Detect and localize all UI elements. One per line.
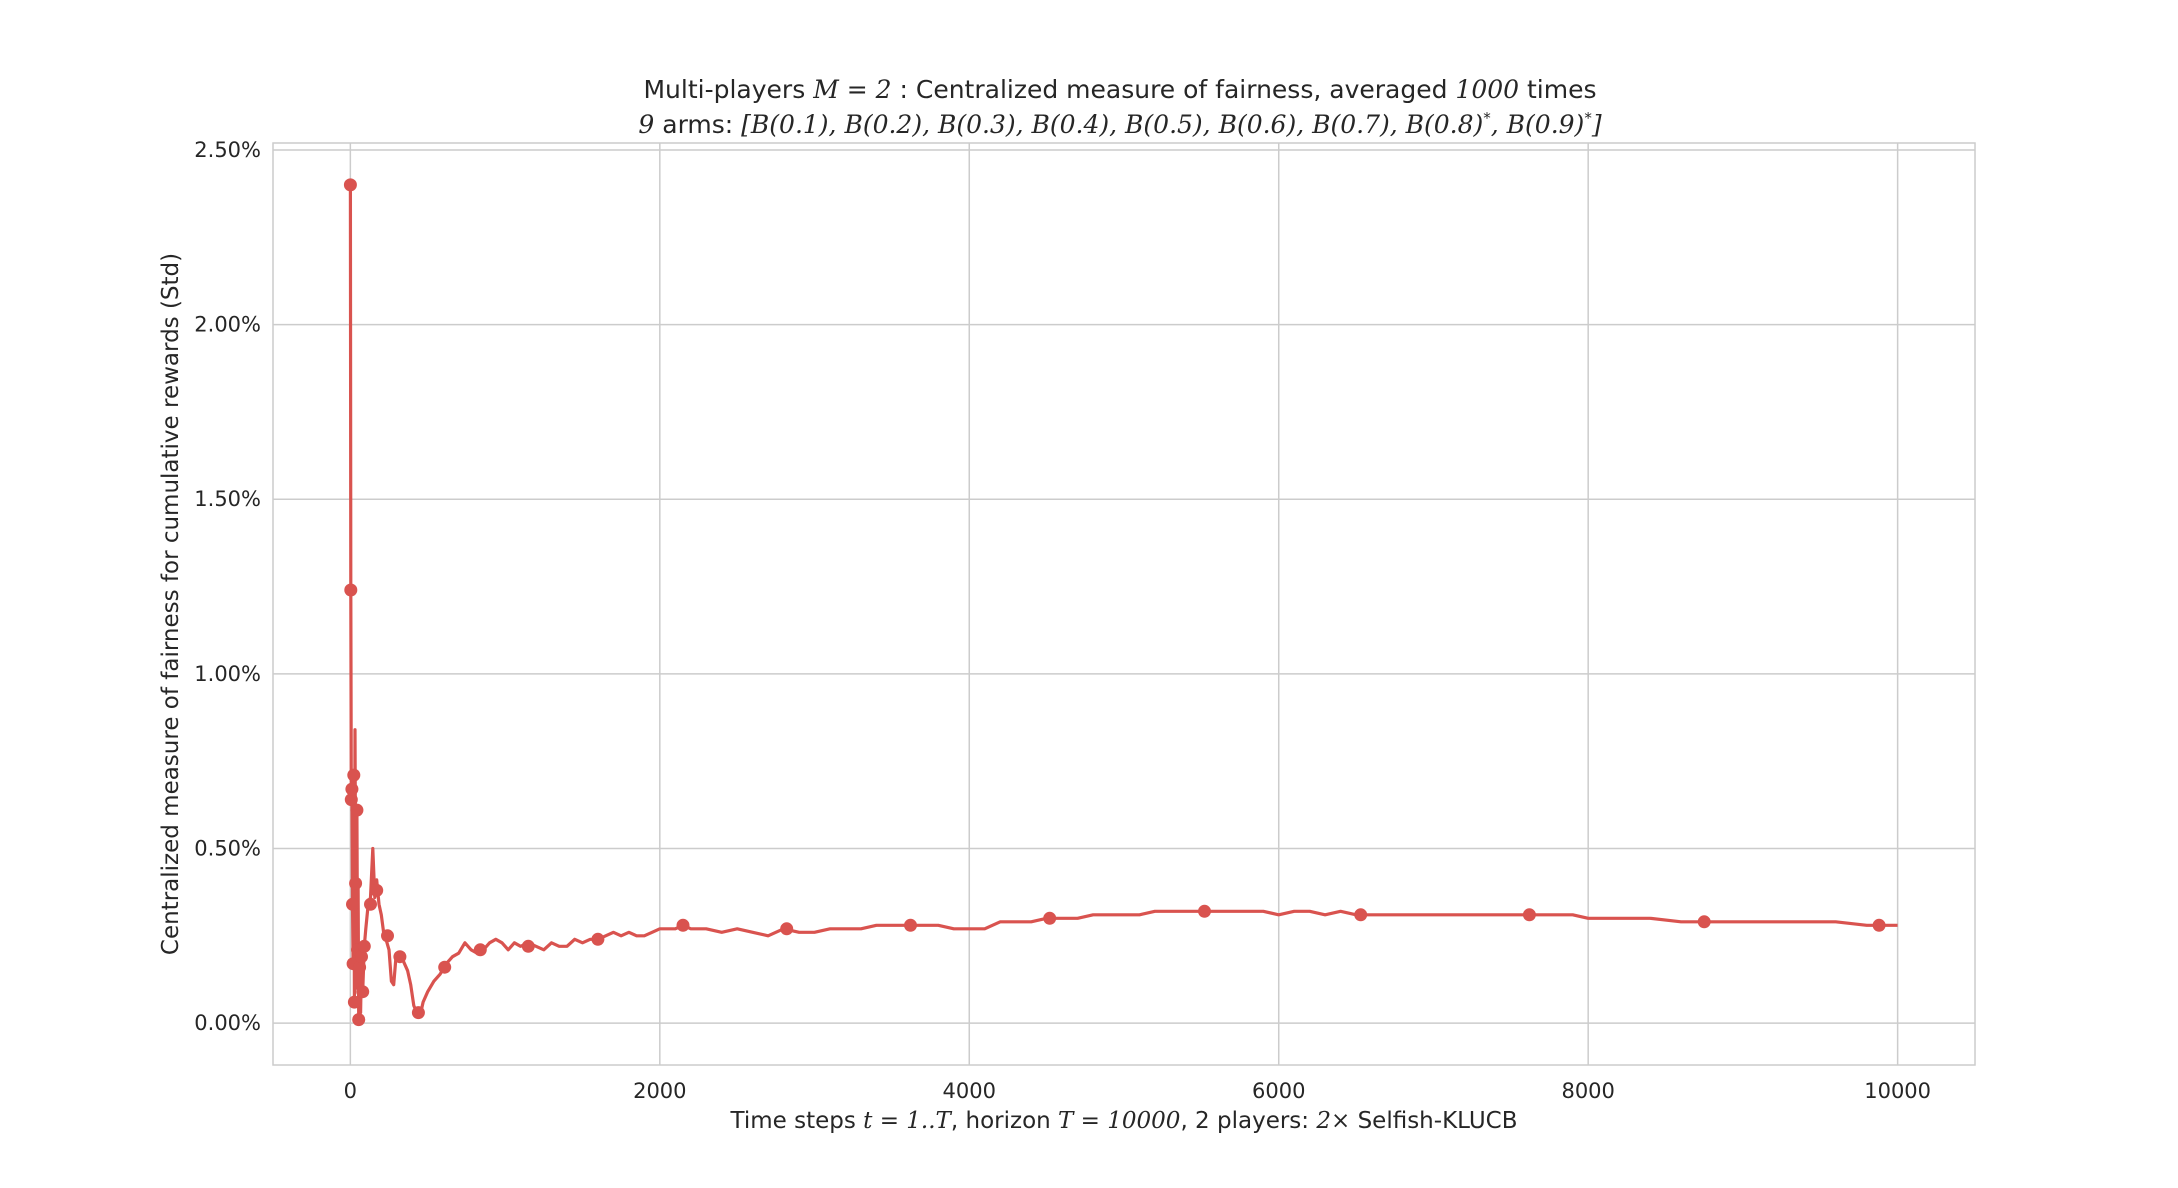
y-tick-label: 1.50% — [194, 487, 261, 511]
data-point — [1522, 908, 1536, 922]
data-point — [1872, 918, 1886, 932]
data-point — [345, 782, 359, 796]
x-axis-label: Time steps t = 1..T, horizon T = 10000, … — [729, 1108, 1517, 1134]
plot-frame — [272, 142, 1976, 1066]
x-tick-label: 2000 — [633, 1079, 686, 1103]
data-point — [381, 929, 394, 943]
data-point — [1198, 904, 1211, 918]
data-point — [355, 950, 368, 964]
x-tick-label: 10000 — [1864, 1079, 1931, 1103]
data-point — [1697, 915, 1711, 929]
x-tick-label: 0 — [344, 1079, 357, 1103]
data-point — [1354, 908, 1368, 922]
grid — [273, 143, 1975, 1065]
y-tick-label: 2.50% — [194, 138, 261, 162]
data-point — [473, 943, 487, 957]
chart-title-line2: 9 arms: [B(0.1), B(0.2), B(0.3), B(0.4),… — [638, 109, 1601, 139]
data-point — [676, 918, 690, 932]
data-point — [344, 583, 358, 597]
x-tick-label: 8000 — [1561, 1079, 1614, 1103]
data-point — [364, 897, 377, 911]
data-point — [347, 768, 361, 782]
data-point — [357, 939, 371, 953]
data-point — [591, 932, 605, 946]
x-tick-label: 6000 — [1252, 1079, 1305, 1103]
data-point — [350, 803, 364, 817]
y-tick-labels: 0.00% 0.50% 1.00% 1.50% 2.00% 2.50% — [194, 138, 261, 1035]
data-point — [344, 793, 358, 807]
series-group — [343, 178, 1898, 1027]
x-tick-label: 4000 — [943, 1079, 996, 1103]
data-point — [347, 995, 361, 1009]
data-point — [343, 178, 357, 192]
data-point — [904, 918, 917, 932]
data-point — [356, 985, 370, 999]
data-point — [521, 939, 535, 953]
data-point — [353, 960, 367, 974]
y-tick-label: 1.00% — [194, 662, 261, 686]
data-point — [411, 1006, 425, 1020]
data-point — [352, 1013, 366, 1027]
data-point — [438, 960, 452, 974]
chart-title-line1: Multi-players M = 2 : Centralized measur… — [643, 75, 1596, 104]
data-point — [370, 883, 384, 897]
y-tick-label: 0.00% — [194, 1011, 261, 1035]
data-point — [780, 922, 794, 936]
x-tick-labels: 0 2000 4000 6000 8000 10000 — [344, 1079, 1931, 1103]
data-point — [393, 950, 407, 964]
data-point — [346, 897, 359, 911]
data-point — [349, 876, 363, 890]
y-axis-label: Centralized measure of fairness for cumu… — [158, 253, 184, 955]
y-tick-label: 0.50% — [194, 836, 261, 860]
data-point — [1043, 911, 1057, 925]
y-tick-label: 2.00% — [194, 313, 261, 337]
